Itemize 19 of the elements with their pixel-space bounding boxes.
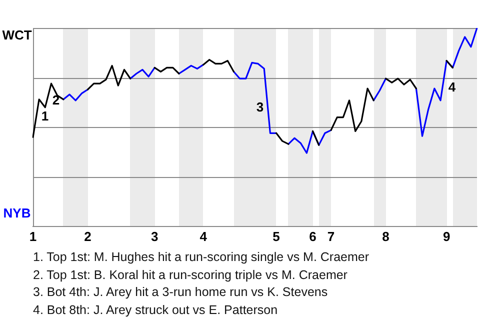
x-tick-label: 5 bbox=[272, 228, 280, 244]
annotation: 1 bbox=[41, 108, 49, 124]
x-tick-label: 7 bbox=[327, 228, 335, 244]
text: WCT bbox=[2, 28, 32, 43]
text: 4. Bot 8th: J. Arey struck out vs E. Patterson bbox=[33, 302, 279, 319]
annotation: 2 bbox=[52, 92, 60, 108]
x-tick-label: 9 bbox=[442, 228, 450, 244]
annotation: 4 bbox=[448, 80, 456, 95]
x-tick-label: 2 bbox=[84, 228, 92, 244]
text: 3. Bot 4th: J. Arey hit a 3-run home run vs K. Stevens bbox=[33, 284, 329, 301]
text: 1. Top 1st: M. Hughes hit a run-scoring single vs M. Craemer bbox=[33, 249, 370, 266]
x-tick-label: 1 bbox=[29, 228, 37, 244]
x-tick-label: 4 bbox=[200, 228, 208, 244]
annotation: 3 bbox=[256, 100, 264, 115]
x-tick-label: 8 bbox=[382, 228, 390, 244]
text: NYB bbox=[3, 206, 31, 221]
x-tick-label: 3 bbox=[151, 228, 158, 244]
text: 2. Top 1st: B. Koral hit a run-scoring triple vs M. Craemer bbox=[33, 266, 348, 284]
x-tick-label: 6 bbox=[309, 228, 316, 244]
